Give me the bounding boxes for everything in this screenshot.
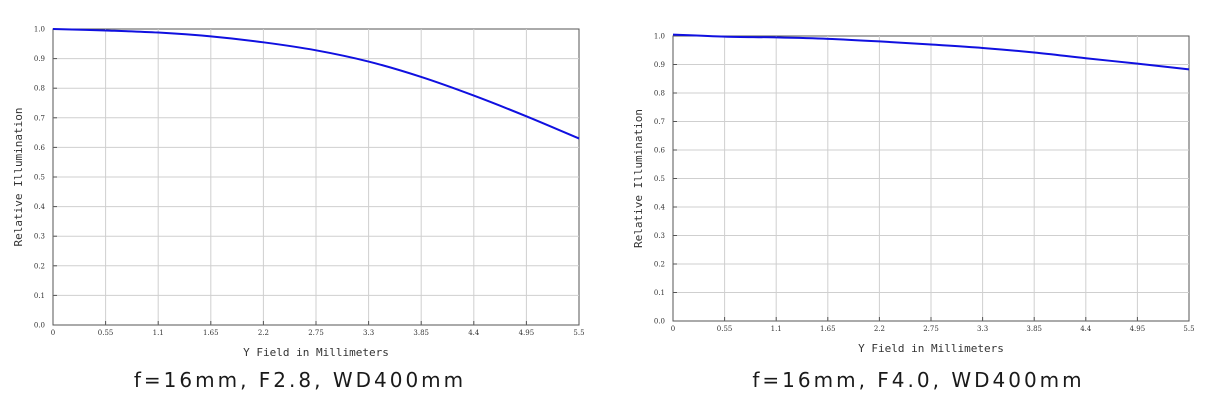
x-tick-label: 0	[671, 325, 675, 333]
y-tick-label: 0.0	[34, 322, 45, 330]
x-tick-label: 2.2	[258, 329, 269, 337]
x-tick-label: 4.4	[468, 329, 480, 337]
x-axis-title: Y Field in Millimeters	[243, 346, 389, 359]
y-tick-label: 0.3	[34, 233, 45, 241]
chart-caption: f=16mm, F2.8, WD400mm	[133, 368, 467, 392]
x-tick-label: 3.85	[1026, 325, 1042, 333]
y-tick-label: 0.8	[34, 85, 45, 93]
y-tick-label: 1.0	[34, 26, 45, 34]
x-tick-label: 3.3	[977, 325, 988, 333]
y-axis-title: Relative Illumination	[12, 107, 25, 246]
y-tick-label: 0.1	[34, 292, 45, 300]
chart-caption: f=16mm, F4.0, WD400mm	[752, 368, 1085, 392]
x-tick-label: 2.2	[874, 325, 885, 333]
y-tick-label: 0.8	[654, 90, 665, 98]
x-tick-label: 4.95	[519, 329, 535, 337]
x-tick-label: 1.1	[153, 329, 164, 337]
y-tick-label: 0.7	[654, 118, 665, 126]
y-tick-label: 0.1	[654, 289, 665, 297]
y-tick-label: 0.0	[654, 318, 665, 326]
x-tick-label: 5.5	[1183, 325, 1194, 333]
chart-panel-right: 0 0.55 1.1 1.65 2.2 2.75 3.3 3.85 4.4 4.95 5.5 0.0 0…	[620, 0, 1217, 402]
x-tick-label: 3.85	[413, 329, 429, 337]
y-tick-label: 0.6	[654, 147, 666, 155]
y-tick-label: 0.3	[654, 232, 665, 240]
x-tick-label: 0.55	[717, 325, 733, 333]
x-tick-label: 1.65	[203, 329, 219, 337]
y-tick-label: 0.2	[34, 262, 45, 270]
y-tick-label: 0.2	[654, 261, 665, 269]
x-tick-label: 1.1	[771, 325, 782, 333]
y-tick-label: 0.5	[654, 175, 665, 183]
x-tick-label: 0	[51, 329, 55, 337]
x-tick-label: 0.55	[98, 329, 114, 337]
y-tick-label: 0.6	[34, 144, 46, 152]
y-axis-title: Relative Illumination	[632, 109, 645, 248]
x-tick-label: 5.5	[573, 329, 584, 337]
x-tick-label: 4.4	[1080, 325, 1092, 333]
x-tick-label: 2.75	[923, 325, 939, 333]
y-tick-label: 0.7	[34, 114, 45, 122]
y-tick-label: 0.5	[34, 174, 45, 182]
x-tick-label: 4.95	[1130, 325, 1146, 333]
chart-right: 0 0.55 1.1 1.65 2.2 2.75 3.3 3.85 4.4 4.95 5.5 0.0 0…	[632, 33, 1195, 356]
x-tick-label: 1.65	[820, 325, 836, 333]
chart-left: 0 0.55 1.1 1.65 2.2 2.75 3.3 3.85 4.4 4.95 5.5 0.0 0…	[12, 26, 585, 360]
y-tick-label: 0.4	[654, 204, 666, 212]
y-tick-label: 1.0	[654, 33, 665, 41]
x-tick-label: 2.75	[308, 329, 324, 337]
chart-panel-left: 0 0.55 1.1 1.65 2.2 2.75 3.3 3.85 4.4 4.95 5.5 0.0 0…	[0, 0, 600, 402]
x-axis-title: Y Field in Millimeters	[858, 342, 1004, 355]
y-tick-label: 0.4	[34, 203, 46, 211]
y-tick-label: 0.9	[654, 61, 665, 69]
y-tick-label: 0.9	[34, 55, 45, 63]
x-tick-label: 3.3	[363, 329, 374, 337]
